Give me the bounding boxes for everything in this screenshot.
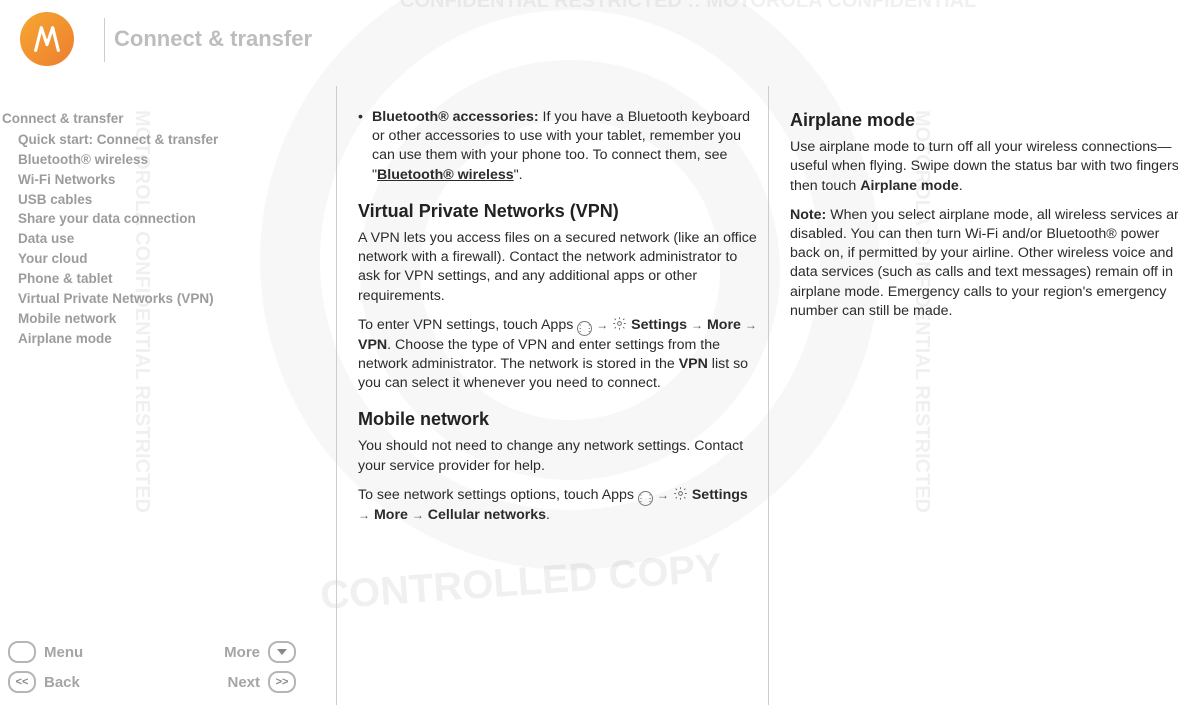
body-text: To enter VPN settings, touch Apps ⋮⋮ → S…	[358, 316, 758, 394]
more-label: More	[374, 507, 408, 523]
more-label: More	[707, 317, 741, 333]
next-button[interactable]: Next >>	[227, 671, 296, 693]
body-text: .	[546, 507, 550, 523]
body-text: Use airplane mode to turn off all your w…	[790, 139, 1178, 193]
vpn-label: VPN	[679, 356, 708, 372]
settings-label: Settings	[692, 487, 748, 503]
page-header: Connect & transfer	[0, 0, 1178, 78]
bullet-label: Bluetooth® accessories:	[372, 109, 539, 125]
bullet-item: • Bluetooth® accessories: If you have a …	[358, 108, 758, 185]
toc-item[interactable]: Share your data connection	[2, 210, 310, 229]
settings-label: Settings	[631, 317, 687, 333]
gear-icon	[673, 486, 688, 501]
arrow-icon: →	[745, 318, 757, 332]
table-of-contents: Connect & transfer Quick start: Connect …	[0, 110, 310, 350]
heading-vpn: Virtual Private Networks (VPN)	[358, 199, 758, 223]
cellular-networks-label: Cellular networks	[428, 507, 546, 523]
menu-label: Menu	[44, 644, 83, 661]
apps-icon: ⋮⋮	[638, 491, 653, 506]
apps-icon: ⋮⋮	[577, 321, 592, 336]
next-label: Next	[227, 674, 260, 691]
content-column-1: • Bluetooth® accessories: If you have a …	[358, 108, 758, 535]
body-text: .	[959, 178, 963, 194]
more-icon	[268, 641, 296, 663]
toc-item[interactable]: USB cables	[2, 191, 310, 210]
back-label: Back	[44, 674, 80, 691]
toc-item[interactable]: Bluetooth® wireless	[2, 151, 310, 170]
toc-item[interactable]: Virtual Private Networks (VPN)	[2, 290, 310, 309]
next-icon: >>	[268, 671, 296, 693]
body-text: . Choose the type of VPN and enter setti…	[358, 337, 720, 372]
note-label: Note:	[790, 207, 826, 223]
back-button[interactable]: << Back	[8, 671, 80, 693]
more-button[interactable]: More	[224, 641, 296, 663]
body-text: You should not need to change any networ…	[358, 437, 758, 475]
body-text: To see network settings options, touch A…	[358, 486, 758, 525]
motorola-icon	[30, 22, 64, 56]
bullet-dot: •	[358, 108, 372, 185]
link-bluetooth-wireless[interactable]: Bluetooth® wireless	[377, 167, 514, 183]
toc-item[interactable]: Wi-Fi Networks	[2, 171, 310, 190]
bottom-navigation: Menu More << Back Next >>	[4, 637, 314, 697]
watermark-text: CONTROLLED COPY	[319, 546, 723, 619]
arrow-icon: →	[412, 508, 424, 522]
body-text: Use airplane mode to turn off all your w…	[790, 138, 1178, 196]
body-text: ".	[514, 167, 523, 183]
column-divider	[336, 86, 337, 705]
column-divider	[768, 86, 769, 705]
toc-item[interactable]: Airplane mode	[2, 330, 310, 349]
heading-airplane-mode: Airplane mode	[790, 108, 1178, 132]
arrow-icon: →	[358, 508, 370, 522]
body-text: A VPN lets you access files on a secured…	[358, 229, 758, 306]
menu-icon	[8, 641, 36, 663]
menu-button[interactable]: Menu	[8, 641, 83, 663]
body-text: Note: When you select airplane mode, all…	[790, 206, 1178, 321]
gear-icon	[612, 316, 627, 331]
toc-item[interactable]: Phone & tablet	[2, 270, 310, 289]
content-column-2: Airplane mode Use airplane mode to turn …	[790, 108, 1178, 331]
page-title: Connect & transfer	[114, 26, 312, 52]
vpn-label: VPN	[358, 337, 387, 353]
toc-section-title[interactable]: Connect & transfer	[2, 110, 310, 129]
toc-item[interactable]: Data use	[2, 230, 310, 249]
motorola-logo	[20, 12, 74, 66]
header-divider	[104, 18, 105, 62]
toc-item[interactable]: Quick start: Connect & transfer	[2, 131, 310, 150]
more-label: More	[224, 644, 260, 661]
toc-item[interactable]: Mobile network	[2, 310, 310, 329]
airplane-mode-label: Airplane mode	[860, 178, 959, 194]
body-text: When you select airplane mode, all wirel…	[790, 207, 1178, 319]
body-text: To enter VPN settings, touch Apps	[358, 317, 577, 333]
arrow-icon: →	[691, 318, 703, 332]
body-text: To see network settings options, touch A…	[358, 487, 638, 503]
arrow-icon: →	[596, 318, 608, 332]
back-icon: <<	[8, 671, 36, 693]
toc-item[interactable]: Your cloud	[2, 250, 310, 269]
heading-mobile-network: Mobile network	[358, 407, 758, 431]
arrow-icon: →	[657, 488, 669, 502]
